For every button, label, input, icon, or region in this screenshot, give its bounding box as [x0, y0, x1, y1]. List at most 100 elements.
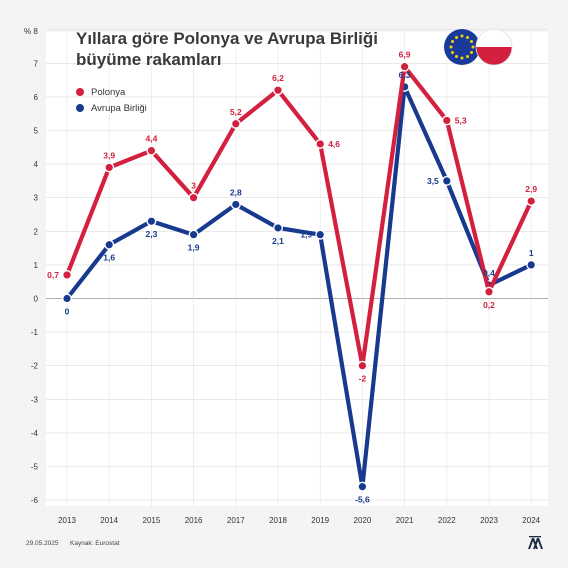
data-point	[484, 286, 495, 297]
data-label: 5,3	[455, 115, 467, 125]
y-tick-label: 1	[34, 261, 39, 270]
series-line-polonya	[64, 64, 534, 368]
data-point	[62, 293, 73, 304]
data-point	[357, 360, 368, 371]
data-point	[273, 85, 284, 96]
y-tick-label: 5	[34, 127, 39, 136]
data-point	[188, 229, 199, 240]
eu-star	[460, 34, 464, 38]
series-group	[62, 61, 537, 492]
aa-logo-icon	[528, 536, 543, 549]
y-tick-label: 6	[34, 93, 39, 102]
legend-item-polonya: Polonya	[76, 84, 147, 100]
data-point	[441, 175, 452, 186]
data-label: -2	[359, 374, 367, 384]
data-point	[526, 259, 537, 270]
eu-star	[471, 45, 475, 49]
legend: Polonya Avrupa Birliği	[76, 84, 147, 116]
y-tick-label: -5	[31, 463, 39, 472]
legend-label-polonya: Polonya	[91, 86, 126, 98]
x-tick-label: 2023	[480, 516, 498, 525]
data-label: 1,9	[188, 243, 200, 253]
x-tick-label: 2018	[269, 516, 287, 525]
data-label: 6,9	[399, 50, 411, 60]
eu-star	[455, 35, 458, 39]
data-labels: 0,7 3,9 4,4 3 5,2 6,2 4,6 -2 6,9 5,3 0,2 2,9 0 1,6 2,3…	[47, 50, 537, 505]
data-point	[188, 192, 199, 203]
data-label: 0	[65, 307, 70, 317]
y-tick-label: -3	[31, 395, 39, 404]
eu-star	[470, 40, 474, 43]
eu-star	[450, 40, 454, 43]
y-tick-label: 4	[34, 160, 39, 169]
legend-label-avrupa-birligi: Avrupa Birliği	[91, 102, 147, 114]
footer-source: Kaynak: Eurostat	[70, 540, 120, 547]
y-tick-label: -1	[31, 328, 39, 337]
data-point	[146, 145, 157, 156]
flags	[444, 28, 513, 66]
data-label: 0,4	[483, 268, 495, 278]
data-label: 6,3	[399, 70, 411, 80]
x-tick-label: 2019	[311, 516, 329, 525]
x-tick-label: 2024	[522, 516, 540, 525]
data-point	[146, 216, 157, 227]
y-axis: -6 -5 -4 -3 -2 -1 0 1 2 3 4 5 6 7	[31, 59, 39, 505]
data-label: 3	[191, 181, 196, 191]
data-label: 2,8	[230, 187, 242, 197]
x-tick-label: 2014	[100, 516, 118, 525]
y-tick-label: 0	[34, 295, 39, 304]
x-tick-label: 2021	[396, 516, 414, 525]
data-label: 0,7	[47, 270, 59, 280]
data-label: 1,6	[103, 253, 115, 263]
x-tick-label: 2020	[354, 516, 372, 525]
data-point	[357, 481, 368, 492]
eu-star	[455, 55, 458, 59]
data-label: 0,2	[483, 300, 495, 310]
y-tick-label: 2	[34, 227, 39, 236]
data-label: -5,6	[355, 495, 370, 505]
eu-star	[449, 45, 453, 49]
legend-dot-avrupa-birligi	[76, 104, 84, 112]
x-tick-label: 2015	[143, 516, 161, 525]
data-label: 6,2	[272, 73, 284, 83]
eu-star	[460, 56, 464, 60]
data-point	[104, 239, 115, 250]
eu-star	[466, 55, 469, 59]
data-point	[62, 269, 73, 280]
data-point	[399, 61, 410, 72]
x-tick-label: 2016	[185, 516, 203, 525]
data-label: 2,3	[145, 229, 157, 239]
data-label: 1,9	[300, 230, 312, 240]
data-label: 1	[529, 248, 534, 258]
data-point	[315, 229, 326, 240]
title-line-2: büyüme rakamları	[76, 50, 222, 69]
x-tick-label: 2013	[58, 516, 76, 525]
y-unit-label: % 8	[24, 27, 38, 36]
y-tick-label: 3	[34, 194, 39, 203]
data-point	[315, 138, 326, 149]
legend-item-avrupa-birligi: Avrupa Birliği	[76, 100, 147, 116]
data-point	[230, 199, 241, 210]
data-point	[104, 162, 115, 173]
title-line-1: Yıllara göre Polonya ve Avrupa Birliği	[76, 29, 378, 48]
data-label: 2,1	[272, 236, 284, 246]
eu-star	[466, 35, 469, 39]
y-tick-label: -4	[31, 429, 39, 438]
series-line-avrupa-birligi	[64, 84, 534, 489]
data-label: 3,5	[427, 176, 439, 186]
footer-date: 29.05.2025	[26, 540, 59, 547]
data-label: 5,2	[230, 107, 242, 117]
chart-title: Yıllara göre Polonya ve Avrupa Birliği b…	[76, 28, 406, 70]
x-axis: 2013 2014 2015 2016 2017 2018 2019 2020 2021 2022…	[58, 516, 541, 525]
x-tick-label: 2017	[227, 516, 245, 525]
eu-star	[470, 51, 474, 54]
x-tick-label: 2022	[438, 516, 456, 525]
y-tick-label: 7	[34, 59, 39, 68]
data-point	[441, 115, 452, 126]
data-label: 2,9	[525, 184, 537, 194]
eu-flag-icon	[444, 29, 480, 65]
data-label: 4,6	[328, 139, 340, 149]
poland-flag-icon	[475, 28, 513, 66]
eu-star	[450, 51, 454, 54]
legend-dot-polonya	[76, 88, 84, 96]
